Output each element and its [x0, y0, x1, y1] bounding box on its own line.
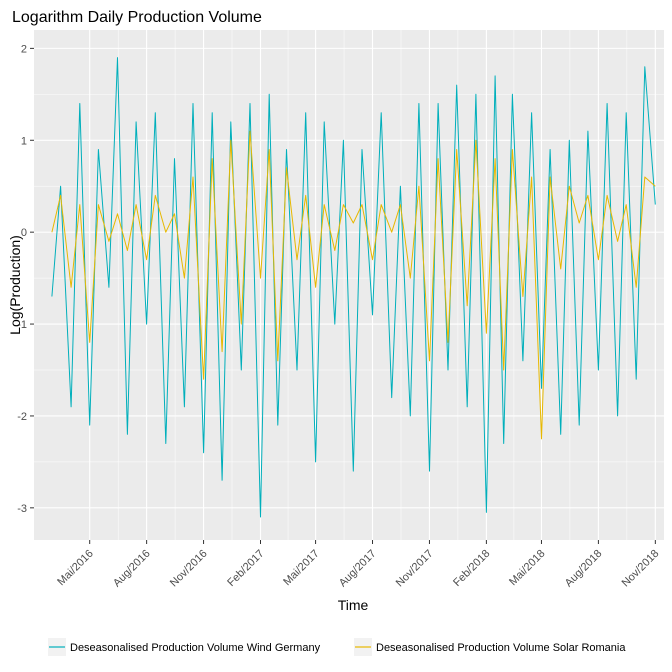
y-tick-label: -1: [17, 319, 27, 331]
series-line-solar-romania: [51, 130, 656, 440]
y-tick-label: 1: [21, 135, 27, 147]
x-tick-label: Feb/2018: [451, 548, 492, 589]
legend-label-wind: Deseasonalised Production Volume Wind Ge…: [70, 642, 321, 654]
x-tick-label: Nov/2016: [168, 548, 210, 590]
x-tick-label: Mai/2017: [281, 548, 321, 588]
series-layer: [51, 57, 656, 518]
x-tick-label: Nov/2017: [394, 548, 436, 590]
series-line-wind-germany: [51, 57, 656, 518]
grid-major: [34, 30, 664, 540]
legend: Deseasonalised Production Volume Wind Ge…: [48, 638, 626, 656]
y-tick-label: -2: [17, 411, 27, 423]
legend-label-solar: Deseasonalised Production Volume Solar R…: [376, 642, 626, 654]
x-tick-label: Nov/2018: [620, 548, 662, 590]
x-tick-label: Feb/2017: [225, 548, 266, 589]
y-tick-label: -3: [17, 503, 27, 515]
x-tick-label: Mai/2016: [55, 548, 95, 588]
x-axis: Mai/2016 Aug/2016 Nov/2016 Feb/2017 Mai/2017…: [55, 540, 661, 589]
x-tick-label: Aug/2018: [563, 548, 605, 590]
x-tick-label: Aug/2017: [337, 548, 379, 590]
y-axis-title: Log(Production): [7, 235, 23, 335]
y-axis: 2 1 0 -1 -2 -3: [17, 43, 34, 515]
x-tick-label: Mai/2018: [507, 548, 547, 588]
x-tick-label: Aug/2016: [111, 548, 153, 590]
plot-panel: [34, 30, 664, 540]
chart-title: Logarithm Daily Production Volume: [12, 9, 262, 26]
x-axis-title: Time: [338, 597, 369, 613]
y-tick-label: 2: [21, 43, 27, 55]
y-tick-label: 0: [21, 227, 27, 239]
